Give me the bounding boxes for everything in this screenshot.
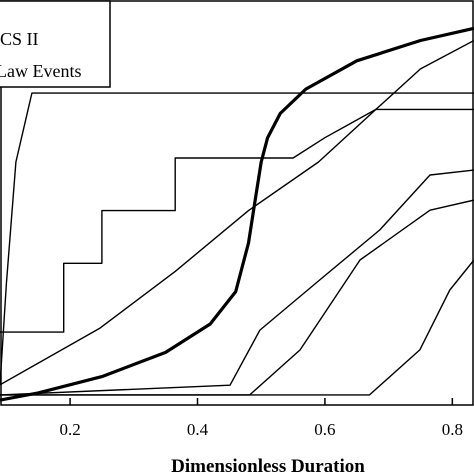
legend-label: CS II — [0, 29, 39, 49]
x-tick-label: 0.2 — [59, 420, 80, 439]
series-line — [0, 92, 474, 385]
plot-frame — [0, 0, 474, 406]
series-line — [0, 26, 474, 402]
series-line — [0, 108, 474, 333]
x-tick-label: 0.8 — [442, 420, 463, 439]
x-axis-title: Dimensionless Duration — [171, 456, 365, 474]
series-line — [0, 169, 474, 396]
legend-box — [0, 0, 111, 88]
series-line — [0, 259, 474, 396]
x-tick-label: 0.4 — [187, 420, 209, 439]
x-tick-label: 0.6 — [314, 420, 335, 439]
series-line — [0, 39, 474, 386]
legend-label: Law Events — [0, 61, 81, 81]
series-group — [0, 26, 474, 402]
